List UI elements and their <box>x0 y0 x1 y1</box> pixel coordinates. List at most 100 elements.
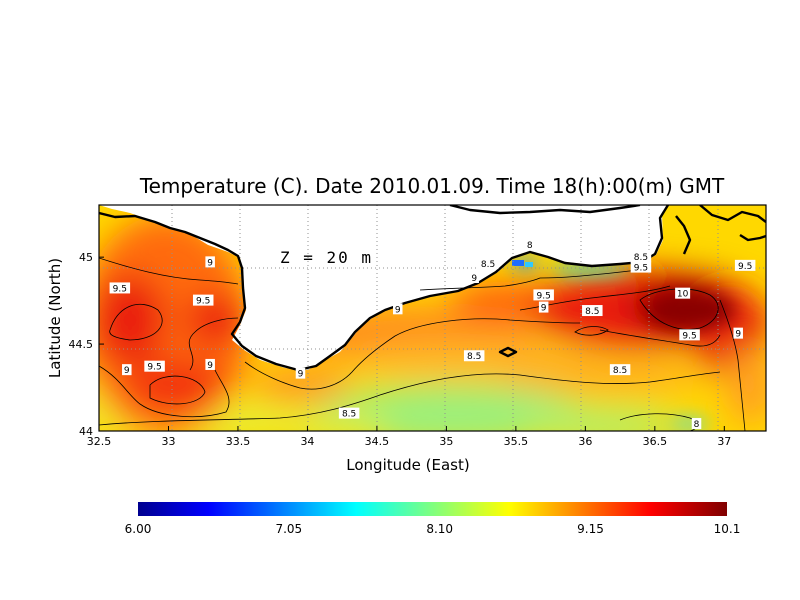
contour-label-box <box>295 367 306 379</box>
contour-label-box <box>733 327 743 339</box>
contour-label-text: 9.5 <box>113 284 127 294</box>
contour-label-box <box>679 329 700 341</box>
contour-label-box <box>338 407 360 419</box>
y-tick-label: 44.5 <box>69 338 94 351</box>
contour-label: 8 <box>525 238 535 251</box>
contour-label: 8.5 <box>582 305 603 317</box>
x-tick-label: 34.5 <box>365 435 390 448</box>
y-axis-ticks: 44 44.5 45 <box>69 251 104 438</box>
contour-label: 9.5 <box>192 294 214 307</box>
contour-label-box <box>477 258 499 270</box>
contour-label-text: 9 <box>124 366 130 376</box>
contour-label-box <box>630 261 652 273</box>
contour-label: 8.5 <box>463 350 485 362</box>
y-tick-label: 45 <box>79 251 93 264</box>
contour-label-box <box>609 364 631 376</box>
colorbar-tick-label: 10.1 <box>714 522 741 536</box>
contour-label-box <box>205 256 215 268</box>
contour-label-text: 9.5 <box>682 331 696 341</box>
contour-label-box <box>525 238 535 250</box>
contour-label: 8.5 <box>477 258 499 270</box>
colorbar-tick-label: 8.10 <box>426 522 453 536</box>
contour-label-text: 9 <box>471 274 477 284</box>
contour-label-text: 9 <box>207 361 213 371</box>
contour-label-text: 9.5 <box>196 297 210 307</box>
contour-label-box <box>533 289 554 301</box>
contour-label: 9 <box>205 358 215 371</box>
contour-label-box <box>122 364 132 376</box>
contour-label: 8.5 <box>338 407 360 420</box>
contour-label-text: 10 <box>677 290 689 300</box>
contour-label-text: 8.5 <box>585 307 599 317</box>
x-tick-label: 37 <box>717 435 731 448</box>
contour-label-text: 9.5 <box>147 363 161 373</box>
contour-label-text: 8.5 <box>467 352 481 362</box>
contour-label: 8.5 <box>630 251 652 263</box>
contour-label: 9 <box>122 364 132 376</box>
x-tick-label: 35 <box>439 435 453 448</box>
contour-label-text: 9.5 <box>634 264 648 274</box>
depth-annotation: Z = 20 m <box>280 248 373 267</box>
contour-label-box <box>538 301 549 313</box>
contour-label-box <box>469 272 479 284</box>
chart-title: Temperature (C). Date 2010.01.09. Time 1… <box>139 174 725 198</box>
contour-label-text: 8.5 <box>634 253 648 263</box>
x-tick-label: 32.5 <box>87 435 112 448</box>
x-tick-label: 33.5 <box>226 435 251 448</box>
contour-label-text: 8.5 <box>613 366 627 376</box>
contour-label: 9 <box>295 367 306 380</box>
contour-label: 8 <box>691 418 702 430</box>
x-tick-label: 34 <box>300 435 314 448</box>
contour-label-text: 9 <box>207 258 213 268</box>
colorbar <box>138 502 727 516</box>
contour-label: 9.5 <box>533 289 554 301</box>
contour-label: 9 <box>733 327 743 340</box>
contour-label-box <box>675 287 691 299</box>
contour-label: 9.5 <box>630 261 652 274</box>
contour-label-text: 9 <box>541 304 547 314</box>
colorbar-tick-label: 9.15 <box>577 522 604 536</box>
contour-label-text: 9 <box>395 305 401 315</box>
plot-frame <box>98 204 767 432</box>
x-tick-label: 35.5 <box>504 435 529 448</box>
coastline <box>99 205 766 372</box>
contour-label: 9.5 <box>734 259 756 272</box>
colorbar-tick-label: 6.00 <box>125 522 152 536</box>
contour-label: 9.5 <box>679 329 700 341</box>
x-axis-label: Longitude (East) <box>346 456 469 474</box>
contour-label-text: 9.5 <box>738 262 752 272</box>
colorbar-tick-label: 7.05 <box>275 522 302 536</box>
x-tick-label: 36.5 <box>643 435 668 448</box>
contour-label-box <box>691 418 702 430</box>
contour-label: 8.5 <box>609 364 631 376</box>
contour-label: 9 <box>538 301 549 314</box>
contour-label: 9 <box>393 303 403 315</box>
contour-label-text: 9 <box>735 330 741 340</box>
contour-label: 9 <box>469 272 479 284</box>
grid-lines <box>99 205 766 431</box>
contour-label: 9 <box>205 256 215 268</box>
contour-label-box <box>463 350 485 362</box>
contour-label-box <box>582 305 603 317</box>
contour-label: 10 <box>675 287 691 300</box>
x-tick-label: 33 <box>161 435 175 448</box>
x-axis-ticks: 32.5 33 33.5 34 34.5 35 35.5 36 36.5 37 <box>87 426 731 448</box>
contour-label-box <box>109 282 131 294</box>
contour-label-box <box>630 251 652 263</box>
contour-label: 9.5 <box>109 282 131 294</box>
contour-label-text: 8 <box>694 420 700 430</box>
contour-label-text: 8.5 <box>342 410 356 420</box>
contour-label-text: 8 <box>527 241 533 251</box>
contour-labels: 99.59.59 9.5 998.598.598.589.59 8.58.58.59.… <box>109 238 756 430</box>
temperature-field <box>99 205 766 431</box>
contour-label: 9.5 <box>144 360 165 373</box>
colorbar-labels: 6.00 7.05 8.10 9.15 10.1 <box>125 522 741 536</box>
y-tick-label: 44 <box>79 425 93 438</box>
contour-label-text: 8.5 <box>481 260 495 270</box>
contour-label-text: 9.5 <box>537 291 551 301</box>
contour-label-box <box>393 303 403 315</box>
x-tick-label: 36 <box>578 435 592 448</box>
contour-label-box <box>734 259 756 271</box>
contour-label-box <box>205 358 215 370</box>
